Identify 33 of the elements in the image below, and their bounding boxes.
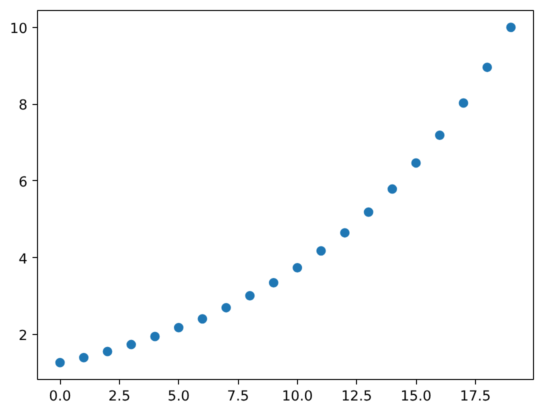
y-tick-label: 8 (18, 98, 28, 114)
x-tick-label: 7.5 (226, 388, 250, 404)
point (316, 246, 326, 256)
y-tick-label: 4 (18, 251, 28, 268)
y-tick-label: 10 (10, 20, 28, 37)
x-tick-label: 15.0 (400, 388, 432, 404)
point (221, 302, 231, 312)
x-tick-label: 0.0 (49, 388, 72, 404)
y-tick-label: 6 (18, 174, 28, 190)
point (245, 291, 255, 301)
point (411, 158, 421, 168)
point (79, 352, 89, 362)
point (506, 22, 516, 32)
point (482, 62, 492, 72)
point (340, 228, 350, 238)
point (198, 314, 208, 324)
x-tick-label: 12.5 (341, 388, 372, 404)
point (55, 358, 65, 368)
x-tick-label: 17.5 (460, 388, 491, 404)
point (364, 207, 374, 217)
point (150, 332, 160, 342)
point (174, 322, 184, 332)
point (435, 130, 445, 140)
x-tick-label: 5.0 (168, 388, 190, 404)
point (126, 340, 136, 350)
point (388, 184, 398, 194)
x-tick-label: 2.5 (108, 388, 130, 404)
x-tick-label: 10.0 (282, 388, 313, 404)
y-tick-label: 2 (18, 328, 28, 344)
point (102, 346, 112, 356)
point (292, 263, 302, 273)
point (458, 98, 468, 108)
point (268, 278, 278, 288)
